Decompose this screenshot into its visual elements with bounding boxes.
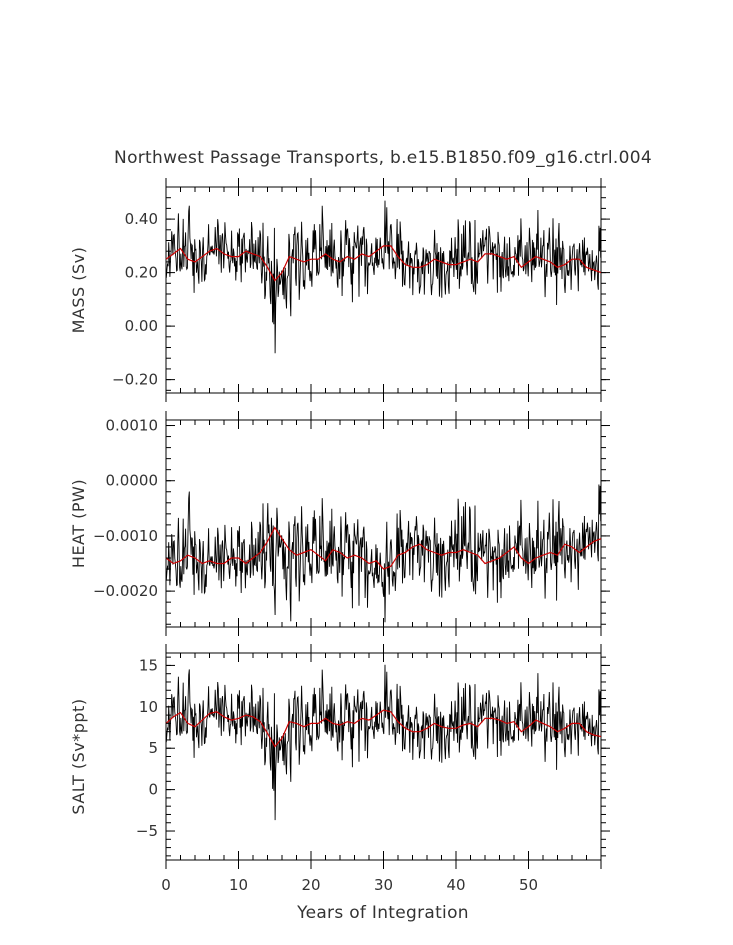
x-tick-label: 10: [229, 876, 248, 894]
x-tick-label: 20: [301, 876, 320, 894]
monthly-series-line: [165, 484, 602, 623]
y-tick-label: −5: [136, 822, 158, 840]
panel-frame: [165, 652, 602, 861]
monthly-series-line: [165, 200, 602, 354]
x-tick-label: 40: [446, 876, 465, 894]
smoothed-series-line: [165, 526, 602, 570]
y-tick-label: 0.00: [125, 317, 158, 335]
x-tick-label: 30: [374, 876, 393, 894]
y-tick-label: 0.20: [125, 264, 158, 282]
x-axis-title: Years of Integration: [296, 903, 469, 923]
y-axis-label: MASS (Sv): [69, 247, 88, 334]
y-tick-label: 0: [148, 781, 158, 799]
panel-1: −0.20 0.00 0.20 0.40 MASS (Sv): [69, 178, 610, 402]
x-tick-label: 0: [161, 876, 171, 894]
y-tick-label: 5: [148, 739, 158, 757]
y-tick-label: 0.0000: [106, 472, 159, 490]
panel-frame: [165, 186, 602, 394]
panel-3: −5 0 5 10 15 SALT (Sv*ppt) 0 10 20 30 40 50: [69, 644, 610, 894]
y-tick-label: −0.20: [112, 371, 158, 389]
y-tick-label: 0.0010: [106, 417, 159, 435]
x-tick-label: 50: [519, 876, 538, 894]
chart-title: Northwest Passage Transports, b.e15.B185…: [114, 148, 652, 168]
y-tick-label: 0.40: [125, 210, 158, 228]
smoothed-series-line: [165, 245, 602, 282]
monthly-series-line: [165, 664, 602, 821]
y-tick-label: 15: [139, 656, 158, 674]
y-tick-label: −0.0010: [93, 527, 158, 545]
panels-group: −0.20 0.00 0.20 0.40 MASS (Sv) −0.0020 −0.0010…: [69, 178, 610, 894]
y-tick-label: 10: [139, 698, 158, 716]
y-axis-label: SALT (Sv*ppt): [69, 698, 88, 814]
smoothed-series-line: [165, 709, 602, 748]
panel-2: −0.0020 −0.0010 0.0000 0.0010 HEAT (PW): [69, 411, 610, 636]
y-tick-label: −0.0020: [93, 582, 158, 600]
y-axis-label: HEAT (PW): [69, 479, 88, 568]
